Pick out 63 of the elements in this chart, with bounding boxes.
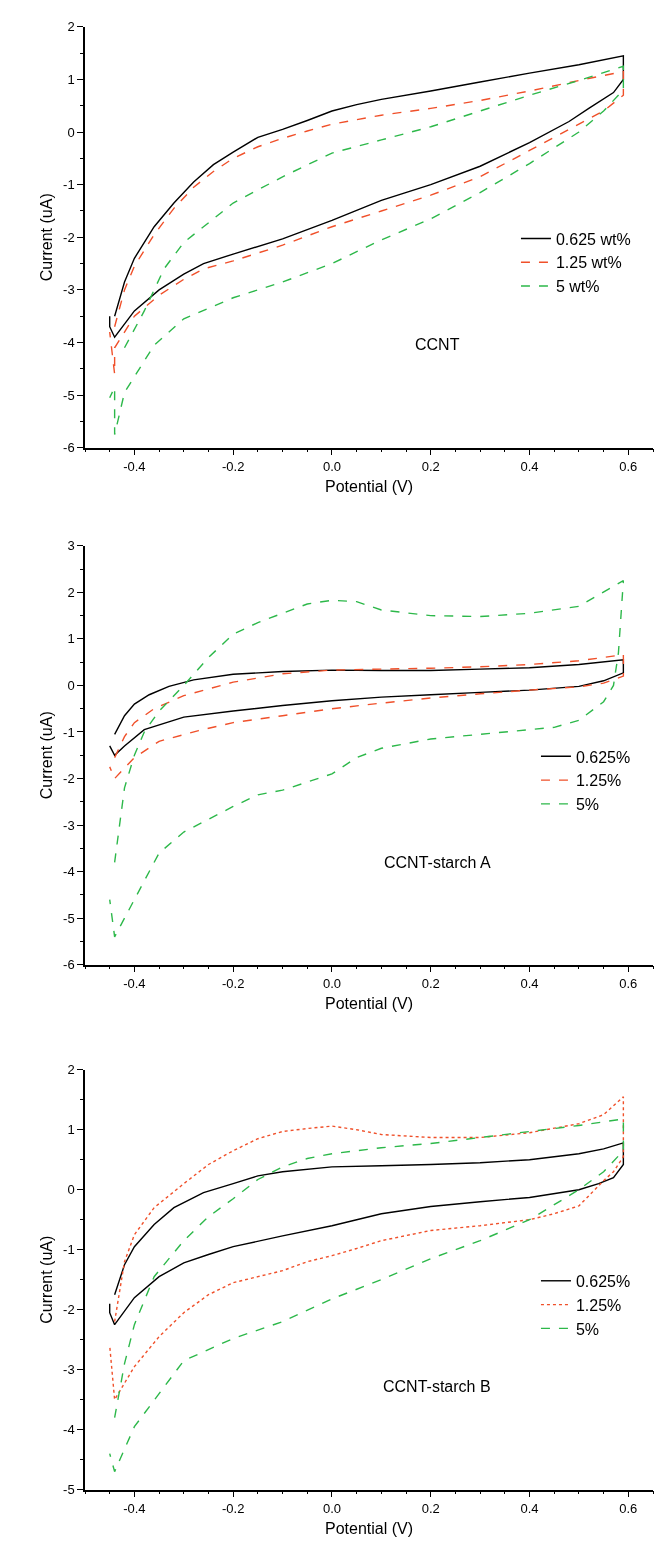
y-tick-label: -3	[63, 282, 75, 298]
y-tick-label: 1	[67, 71, 75, 87]
y-tick-label: 2	[67, 19, 75, 35]
y-tick-label: 0	[67, 1182, 75, 1198]
legend-label: 5%	[575, 1320, 600, 1338]
y-tick-label: 3	[67, 538, 75, 554]
y-axis-title: Current (uA)	[38, 1235, 56, 1324]
y-tick-label: -5	[63, 387, 75, 403]
x-tick-label: -0.4	[123, 459, 146, 475]
x-tick-label: 0.4	[520, 1501, 539, 1516]
y-tick-label: -1	[63, 1242, 75, 1258]
y-tick-label: -1	[63, 724, 75, 740]
x-tick-label: -0.4	[123, 976, 146, 992]
legend-label: 0.625 wt%	[555, 230, 631, 248]
y-tick-label: -4	[63, 1422, 75, 1438]
y-tick-label: 1	[67, 631, 75, 647]
annotation: CCNT-starch B	[383, 1378, 491, 1395]
legend-label: 1.25 wt%	[555, 254, 622, 272]
y-tick-label: -6	[63, 440, 75, 456]
x-tick-label: -0.2	[221, 976, 245, 992]
x-tick-label: 0.0	[322, 1501, 341, 1516]
y-tick-label: 0	[67, 677, 75, 693]
y-tick-label: 2	[67, 584, 75, 600]
y-tick-label: -4	[63, 335, 75, 351]
y-tick-label: -3	[63, 817, 75, 833]
legend-label: 5%	[575, 796, 600, 814]
x-axis-title: Potential (V)	[324, 995, 414, 1013]
legend-label: 1.25%	[575, 1296, 622, 1314]
annotation: CCNT-starch A	[384, 854, 492, 871]
x-axis-title: Potential (V)	[324, 1520, 414, 1538]
x-tick-label: 0.6	[619, 976, 638, 992]
y-tick-label: -6	[63, 957, 75, 973]
y-axis-title: Current (uA)	[38, 711, 56, 800]
y-axis-title: Current (uA)	[38, 193, 56, 282]
y-tick-label: -2	[63, 1302, 75, 1318]
legend-label: 1.25%	[575, 772, 622, 790]
x-tick-label: 0.6	[619, 459, 638, 475]
y-tick-label: -3	[63, 1362, 75, 1378]
x-tick-label: 0.4	[520, 459, 539, 475]
y-tick-label: -4	[63, 864, 75, 880]
y-tick-label: 0	[67, 124, 75, 140]
legend-label: 0.625%	[575, 748, 631, 766]
x-tick-label: 0.2	[421, 1501, 440, 1516]
y-tick-label: 1	[67, 1122, 75, 1138]
legend-label: 5 wt%	[555, 278, 600, 296]
x-tick-label: -0.4	[123, 1501, 146, 1516]
x-tick-label: 0.2	[421, 459, 440, 475]
y-tick-label: 2	[67, 1062, 75, 1078]
x-tick-label: -0.2	[221, 459, 245, 475]
y-tick-label: -5	[63, 1482, 75, 1498]
x-tick-label: 0.4	[520, 976, 539, 992]
y-tick-label: -2	[63, 771, 75, 787]
y-tick-label: -2	[63, 229, 75, 245]
x-axis-title: Potential (V)	[324, 478, 414, 496]
x-tick-label: 0.6	[619, 1501, 638, 1516]
x-tick-label: -0.2	[221, 1501, 245, 1516]
x-tick-label: 0.0	[322, 976, 341, 992]
annotation: CCNT	[415, 336, 460, 353]
y-tick-label: -1	[63, 177, 75, 193]
x-tick-label: 0.0	[322, 459, 341, 475]
x-tick-label: 0.2	[421, 976, 440, 992]
y-tick-label: -5	[63, 910, 75, 926]
legend-label: 0.625%	[575, 1273, 631, 1291]
